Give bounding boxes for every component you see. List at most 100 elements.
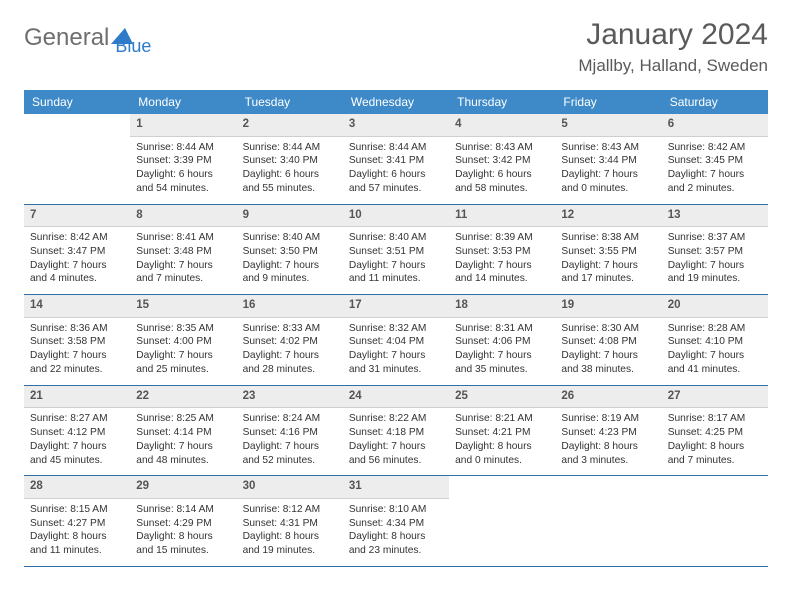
sunset-text: Sunset: 4:34 PM xyxy=(349,517,443,531)
daylight-text: Daylight: 8 hours and 19 minutes. xyxy=(243,530,337,558)
daylight-text: Daylight: 7 hours and 9 minutes. xyxy=(243,259,337,287)
day-number: 5 xyxy=(555,114,661,137)
week-row: 21Sunrise: 8:27 AMSunset: 4:12 PMDayligh… xyxy=(24,386,768,477)
logo: General Blue xyxy=(24,18,151,57)
sunset-text: Sunset: 4:08 PM xyxy=(561,335,655,349)
day-number: 25 xyxy=(449,386,555,409)
day-number: 14 xyxy=(24,295,130,318)
daylight-text: Daylight: 8 hours and 15 minutes. xyxy=(136,530,230,558)
day-number: 23 xyxy=(237,386,343,409)
sunset-text: Sunset: 4:10 PM xyxy=(668,335,762,349)
daylight-text: Daylight: 8 hours and 3 minutes. xyxy=(561,440,655,468)
sunset-text: Sunset: 4:27 PM xyxy=(30,517,124,531)
day-cell xyxy=(555,476,661,566)
sunrise-text: Sunrise: 8:43 AM xyxy=(561,141,655,155)
location: Mjallby, Halland, Sweden xyxy=(578,56,768,76)
week-row: 1Sunrise: 8:44 AMSunset: 3:39 PMDaylight… xyxy=(24,114,768,205)
day-cell: 21Sunrise: 8:27 AMSunset: 4:12 PMDayligh… xyxy=(24,386,130,476)
sunrise-text: Sunrise: 8:24 AM xyxy=(243,412,337,426)
day-number: 20 xyxy=(662,295,768,318)
sunset-text: Sunset: 4:04 PM xyxy=(349,335,443,349)
daylight-text: Daylight: 6 hours and 58 minutes. xyxy=(455,168,549,196)
sunrise-text: Sunrise: 8:25 AM xyxy=(136,412,230,426)
daylight-text: Daylight: 7 hours and 4 minutes. xyxy=(30,259,124,287)
daylight-text: Daylight: 7 hours and 41 minutes. xyxy=(668,349,762,377)
sunset-text: Sunset: 3:58 PM xyxy=(30,335,124,349)
day-cell: 16Sunrise: 8:33 AMSunset: 4:02 PMDayligh… xyxy=(237,295,343,385)
day-cell xyxy=(24,114,130,204)
daylight-text: Daylight: 7 hours and 31 minutes. xyxy=(349,349,443,377)
sunrise-text: Sunrise: 8:27 AM xyxy=(30,412,124,426)
week-row: 28Sunrise: 8:15 AMSunset: 4:27 PMDayligh… xyxy=(24,476,768,567)
day-number: 1 xyxy=(130,114,236,137)
sunset-text: Sunset: 4:31 PM xyxy=(243,517,337,531)
daylight-text: Daylight: 7 hours and 17 minutes. xyxy=(561,259,655,287)
sunset-text: Sunset: 3:45 PM xyxy=(668,154,762,168)
sunset-text: Sunset: 4:00 PM xyxy=(136,335,230,349)
sunrise-text: Sunrise: 8:37 AM xyxy=(668,231,762,245)
week-row: 7Sunrise: 8:42 AMSunset: 3:47 PMDaylight… xyxy=(24,205,768,296)
sunrise-text: Sunrise: 8:19 AM xyxy=(561,412,655,426)
sunset-text: Sunset: 3:41 PM xyxy=(349,154,443,168)
day-cell: 7Sunrise: 8:42 AMSunset: 3:47 PMDaylight… xyxy=(24,205,130,295)
daylight-text: Daylight: 7 hours and 19 minutes. xyxy=(668,259,762,287)
day-number: 8 xyxy=(130,205,236,228)
day-number: 4 xyxy=(449,114,555,137)
day-cell: 1Sunrise: 8:44 AMSunset: 3:39 PMDaylight… xyxy=(130,114,236,204)
sunset-text: Sunset: 3:55 PM xyxy=(561,245,655,259)
day-cell: 18Sunrise: 8:31 AMSunset: 4:06 PMDayligh… xyxy=(449,295,555,385)
day-cell xyxy=(662,476,768,566)
day-number: 18 xyxy=(449,295,555,318)
sunset-text: Sunset: 4:29 PM xyxy=(136,517,230,531)
daylight-text: Daylight: 7 hours and 7 minutes. xyxy=(136,259,230,287)
sunrise-text: Sunrise: 8:22 AM xyxy=(349,412,443,426)
week-row: 14Sunrise: 8:36 AMSunset: 3:58 PMDayligh… xyxy=(24,295,768,386)
day-cell: 13Sunrise: 8:37 AMSunset: 3:57 PMDayligh… xyxy=(662,205,768,295)
dow-thursday: Thursday xyxy=(449,90,555,114)
sunrise-text: Sunrise: 8:43 AM xyxy=(455,141,549,155)
dow-friday: Friday xyxy=(555,90,661,114)
daylight-text: Daylight: 7 hours and 38 minutes. xyxy=(561,349,655,377)
day-cell: 29Sunrise: 8:14 AMSunset: 4:29 PMDayligh… xyxy=(130,476,236,566)
dow-saturday: Saturday xyxy=(662,90,768,114)
day-number: 3 xyxy=(343,114,449,137)
day-cell: 26 Sunrise: 8:19 AMSunset: 4:23 PMDayligh… xyxy=(555,386,661,476)
sunset-text: Sunset: 3:47 PM xyxy=(30,245,124,259)
sunset-text: Sunset: 4:06 PM xyxy=(455,335,549,349)
sunset-text: Sunset: 4:23 PM xyxy=(561,426,655,440)
sunset-text: Sunset: 3:50 PM xyxy=(243,245,337,259)
day-cell: 9Sunrise: 8:40 AMSunset: 3:50 PMDaylight… xyxy=(237,205,343,295)
sunset-text: Sunset: 4:14 PM xyxy=(136,426,230,440)
daylight-text: Daylight: 7 hours and 56 minutes. xyxy=(349,440,443,468)
day-number: 12 xyxy=(555,205,661,228)
day-number: 17 xyxy=(343,295,449,318)
daylight-text: Daylight: 7 hours and 22 minutes. xyxy=(30,349,124,377)
day-cell: 30 Sunrise: 8:12 AMSunset: 4:31 PMDayligh… xyxy=(237,476,343,566)
sunrise-text: Sunrise: 8:31 AM xyxy=(455,322,549,336)
logo-word2: Blue xyxy=(115,36,151,57)
day-number: 11 xyxy=(449,205,555,228)
sunrise-text: Sunrise: 8:15 AM xyxy=(30,503,124,517)
sunrise-text: Sunrise: 8:44 AM xyxy=(136,141,230,155)
sunrise-text: Sunrise: 8:42 AM xyxy=(668,141,762,155)
sunrise-text: Sunrise: 8:41 AM xyxy=(136,231,230,245)
sunrise-text: Sunrise: 8:40 AM xyxy=(349,231,443,245)
sunrise-text: Sunrise: 8:21 AM xyxy=(455,412,549,426)
sunrise-text: Sunrise: 8:12 AM xyxy=(243,503,337,517)
sunset-text: Sunset: 3:57 PM xyxy=(668,245,762,259)
sunset-text: Sunset: 3:48 PM xyxy=(136,245,230,259)
day-cell: 14Sunrise: 8:36 AMSunset: 3:58 PMDayligh… xyxy=(24,295,130,385)
sunrise-text: Sunrise: 8:35 AM xyxy=(136,322,230,336)
day-number: 26 xyxy=(555,386,661,409)
dow-tuesday: Tuesday xyxy=(237,90,343,114)
day-number: 31 xyxy=(343,476,449,499)
header: General Blue January 2024 Mjallby, Halla… xyxy=(24,18,768,76)
daylight-text: Daylight: 7 hours and 0 minutes. xyxy=(561,168,655,196)
day-cell: 17Sunrise: 8:32 AMSunset: 4:04 PMDayligh… xyxy=(343,295,449,385)
daylight-text: Daylight: 7 hours and 52 minutes. xyxy=(243,440,337,468)
day-cell: 4Sunrise: 8:43 AMSunset: 3:42 PMDaylight… xyxy=(449,114,555,204)
sunrise-text: Sunrise: 8:44 AM xyxy=(349,141,443,155)
sunrise-text: Sunrise: 8:42 AM xyxy=(30,231,124,245)
day-number: 30 xyxy=(237,476,343,499)
sunrise-text: Sunrise: 8:33 AM xyxy=(243,322,337,336)
